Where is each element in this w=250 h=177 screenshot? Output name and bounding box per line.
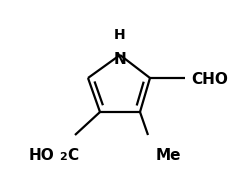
Text: N: N [113, 52, 126, 67]
Text: HO: HO [29, 148, 55, 163]
Text: H: H [114, 28, 125, 42]
Text: C: C [67, 148, 78, 163]
Text: CHO: CHO [191, 72, 228, 87]
Text: 2: 2 [59, 152, 66, 162]
Text: Me: Me [155, 148, 180, 163]
